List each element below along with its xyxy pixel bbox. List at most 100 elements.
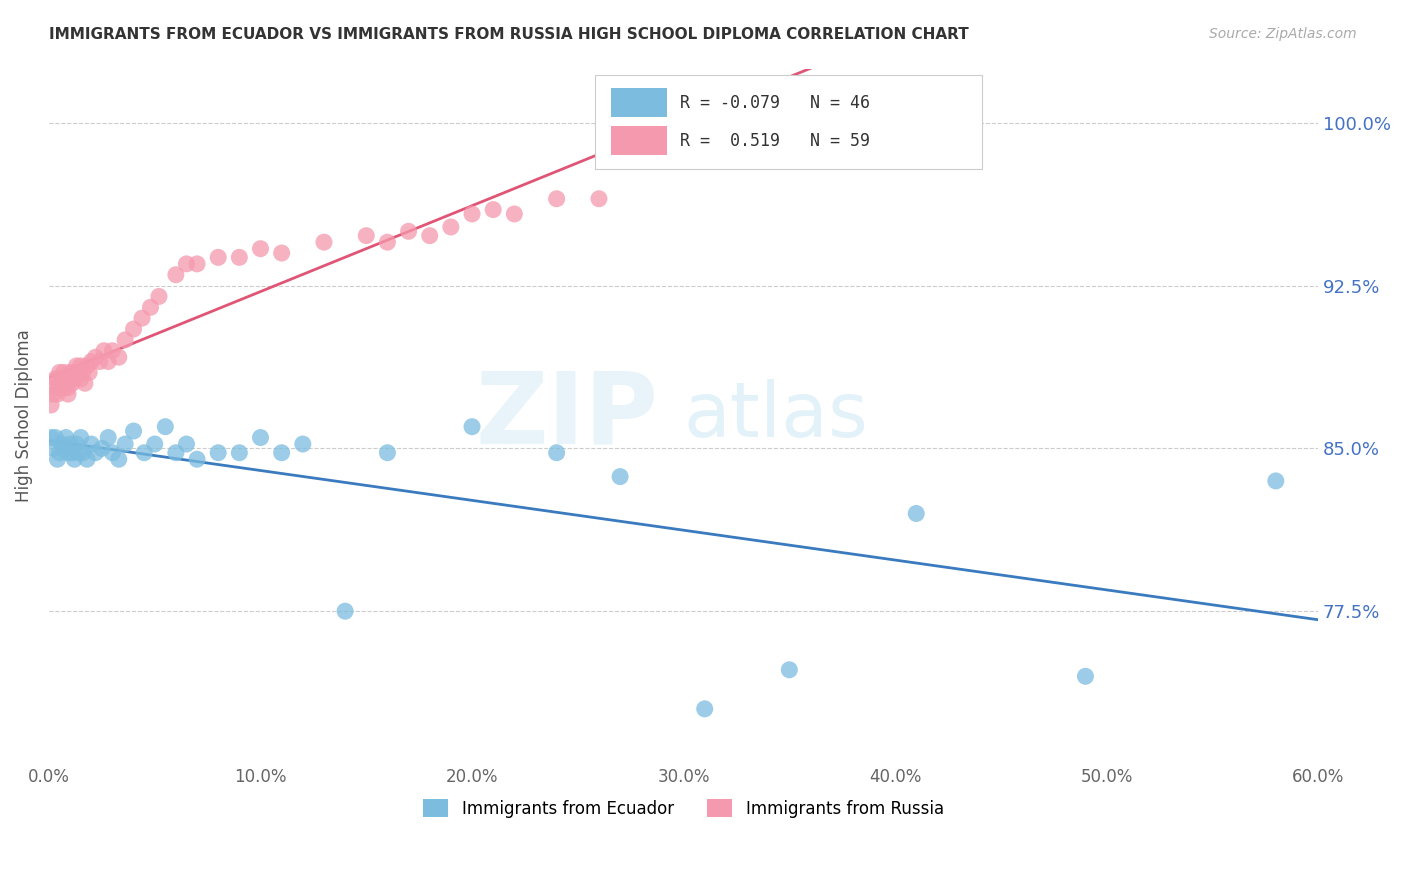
Point: [114, 333, 136, 347]
Point: [48, 381, 70, 395]
Point: [72, 366, 94, 380]
Point: [80, 354, 103, 368]
Point: [46, 387, 69, 401]
Text: R = -0.079   N = 46: R = -0.079 N = 46: [679, 94, 870, 112]
Point: [59, 372, 82, 386]
Point: [51, 376, 73, 391]
Point: [165, 268, 187, 282]
Point: [69, 359, 91, 373]
Point: [155, 419, 177, 434]
Point: [693, 702, 716, 716]
Legend: Immigrants from Ecuador, Immigrants from Russia: Immigrants from Ecuador, Immigrants from…: [416, 793, 950, 824]
Point: [63, 366, 86, 380]
Point: [52, 442, 75, 456]
Point: [207, 251, 229, 265]
Text: atlas: atlas: [683, 379, 869, 453]
Point: [440, 219, 463, 234]
Point: [42, 442, 65, 456]
FancyBboxPatch shape: [612, 88, 666, 117]
Point: [84, 446, 107, 460]
Point: [249, 431, 271, 445]
Point: [65, 437, 87, 451]
Point: [107, 350, 129, 364]
Point: [52, 366, 75, 380]
Point: [546, 192, 568, 206]
Point: [42, 387, 65, 401]
Point: [67, 366, 90, 380]
Point: [97, 354, 120, 368]
Point: [207, 446, 229, 460]
Point: [107, 452, 129, 467]
Point: [51, 437, 73, 451]
Point: [93, 343, 115, 358]
Point: [67, 446, 90, 460]
Point: [482, 202, 505, 217]
FancyBboxPatch shape: [595, 76, 981, 169]
Point: [63, 452, 86, 467]
Point: [56, 387, 79, 401]
Y-axis label: High School Diploma: High School Diploma: [15, 329, 32, 502]
Point: [63, 372, 86, 386]
Point: [51, 372, 73, 386]
Point: [55, 376, 77, 391]
Point: [1264, 474, 1286, 488]
Point: [905, 507, 928, 521]
Text: ZIP: ZIP: [475, 368, 658, 465]
Point: [39, 431, 62, 445]
Point: [52, 381, 75, 395]
Point: [77, 366, 100, 380]
Point: [186, 452, 208, 467]
Point: [1074, 669, 1097, 683]
Point: [65, 359, 87, 373]
Point: [176, 257, 198, 271]
Point: [122, 424, 145, 438]
Point: [165, 446, 187, 460]
Point: [461, 207, 484, 221]
Text: IMMIGRANTS FROM ECUADOR VS IMMIGRANTS FROM RUSSIA HIGH SCHOOL DIPLOMA CORRELATIO: IMMIGRANTS FROM ECUADOR VS IMMIGRANTS FR…: [49, 27, 969, 42]
Point: [228, 251, 250, 265]
Point: [333, 604, 356, 618]
Point: [249, 242, 271, 256]
Point: [80, 437, 103, 451]
Point: [48, 446, 70, 460]
Point: [76, 452, 98, 467]
Point: [76, 359, 98, 373]
Point: [69, 431, 91, 445]
Point: [73, 376, 96, 391]
Point: [419, 228, 441, 243]
Point: [89, 354, 111, 368]
Point: [131, 311, 153, 326]
Point: [186, 257, 208, 271]
Point: [46, 372, 69, 386]
Point: [39, 398, 62, 412]
Point: [56, 446, 79, 460]
Point: [44, 381, 66, 395]
Point: [377, 446, 399, 460]
Point: [101, 446, 124, 460]
Point: [228, 446, 250, 460]
Point: [609, 469, 631, 483]
Point: [48, 366, 70, 380]
Point: [134, 446, 156, 460]
Text: R =  0.519   N = 59: R = 0.519 N = 59: [679, 132, 870, 150]
Point: [176, 437, 198, 451]
Point: [143, 437, 166, 451]
Point: [55, 372, 77, 386]
Point: [90, 442, 112, 456]
Point: [312, 235, 335, 249]
Point: [46, 452, 69, 467]
Point: [270, 246, 292, 260]
Point: [122, 322, 145, 336]
Point: [139, 300, 162, 314]
Point: [84, 350, 107, 364]
Point: [59, 437, 82, 451]
Point: [546, 446, 568, 460]
Point: [588, 192, 610, 206]
Point: [461, 419, 484, 434]
Point: [356, 228, 378, 243]
Point: [101, 343, 124, 358]
Point: [291, 437, 314, 451]
Point: [377, 235, 399, 249]
Point: [148, 289, 170, 303]
Point: [72, 446, 94, 460]
